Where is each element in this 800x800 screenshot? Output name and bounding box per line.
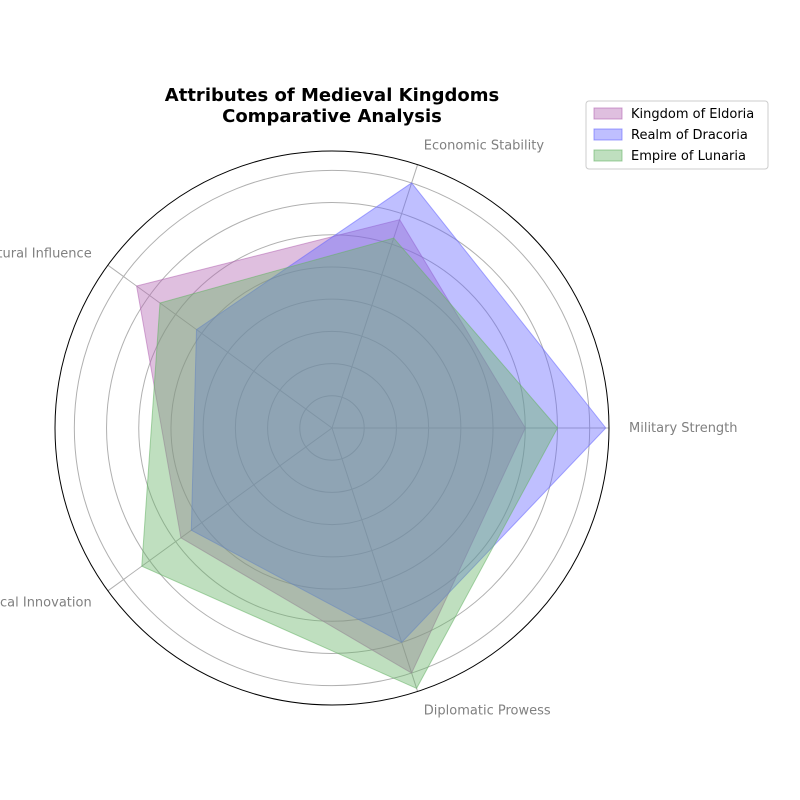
axis-label: Military Strength <box>629 421 738 436</box>
series-area <box>136 219 526 674</box>
legend-frame <box>585 100 769 170</box>
legend-swatch <box>593 149 623 162</box>
chart-title-line: Comparative Analysis <box>222 106 442 127</box>
legend-label: Realm of Dracoria <box>631 128 748 143</box>
outer-frame <box>54 150 610 706</box>
legend-swatch <box>593 107 623 120</box>
axis-label: Technological Innovation <box>0 596 92 611</box>
legend-label: Empire of Lunaria <box>631 149 746 164</box>
axis-labels: Military Strength Economic Stability Cultu… <box>0 139 738 719</box>
grid-spoke <box>331 164 419 429</box>
grid-spoke <box>107 264 333 429</box>
grid-spoke <box>107 427 333 592</box>
grid-layer <box>54 150 610 706</box>
grid-spoke <box>331 427 419 692</box>
legend-swatch <box>593 128 623 141</box>
legend: Kingdom of Eldoria Realm of Dracoria Empir… <box>585 100 769 170</box>
chart-title-line: Attributes of Medieval Kingdoms <box>165 85 499 106</box>
chart-title: Attributes of Medieval Kingdoms Comparati… <box>165 85 499 127</box>
axis-label: Economic Stability <box>424 139 545 154</box>
series-area <box>190 182 607 644</box>
series-area <box>141 237 559 690</box>
series-layer <box>136 182 607 690</box>
axis-label: Diplomatic Prowess <box>424 704 551 719</box>
axis-label: Cultural Influence <box>0 246 92 261</box>
legend-label: Kingdom of Eldoria <box>631 107 754 122</box>
